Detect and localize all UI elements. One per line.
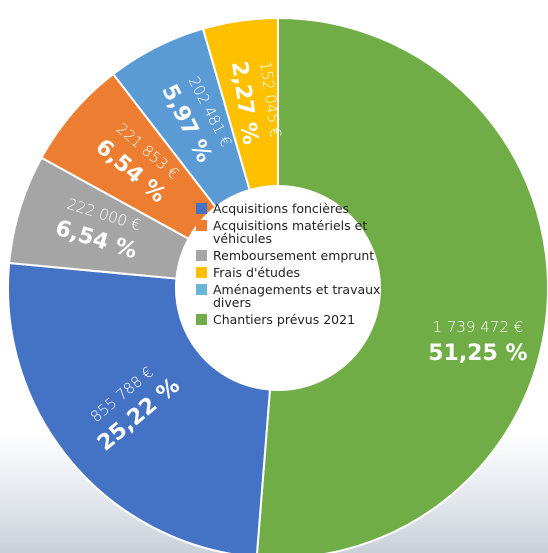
slice [201, 16, 279, 192]
legend-item: Acquisitions foncières [196, 202, 386, 215]
legend-item: Chantiers prévus 2021 [196, 313, 386, 326]
value-label: 1 739 472 € [433, 318, 524, 336]
legend-item: Remboursement emprunt [196, 249, 386, 262]
legend-swatch [196, 250, 207, 261]
legend-swatch [196, 220, 207, 231]
legend-label: Frais d'études [213, 265, 301, 280]
legend-swatch [196, 314, 207, 325]
legend-label: Acquisitions matériels et véhicules [213, 218, 368, 246]
legend-item: Aménagements et travaux divers [196, 283, 386, 309]
slice-label: 1 739 472 € 51,25 % [428, 318, 527, 366]
legend-swatch [196, 284, 207, 295]
legend-swatch [196, 203, 207, 214]
slice [256, 16, 548, 553]
percent-label: 51,25 % [428, 341, 527, 366]
legend-item: Acquisitions matériels et véhicules [196, 219, 386, 245]
legend-label: Remboursement emprunt [213, 248, 375, 263]
legend: Acquisitions foncières Acquisitions matér… [196, 202, 386, 330]
legend-item: Frais d'études [196, 266, 386, 279]
legend-swatch [196, 267, 207, 278]
legend-label: Acquisitions foncières [213, 201, 350, 216]
legend-label: Aménagements et travaux divers [213, 282, 381, 310]
slice [7, 261, 272, 553]
legend-label: Chantiers prévus 2021 [213, 312, 356, 327]
